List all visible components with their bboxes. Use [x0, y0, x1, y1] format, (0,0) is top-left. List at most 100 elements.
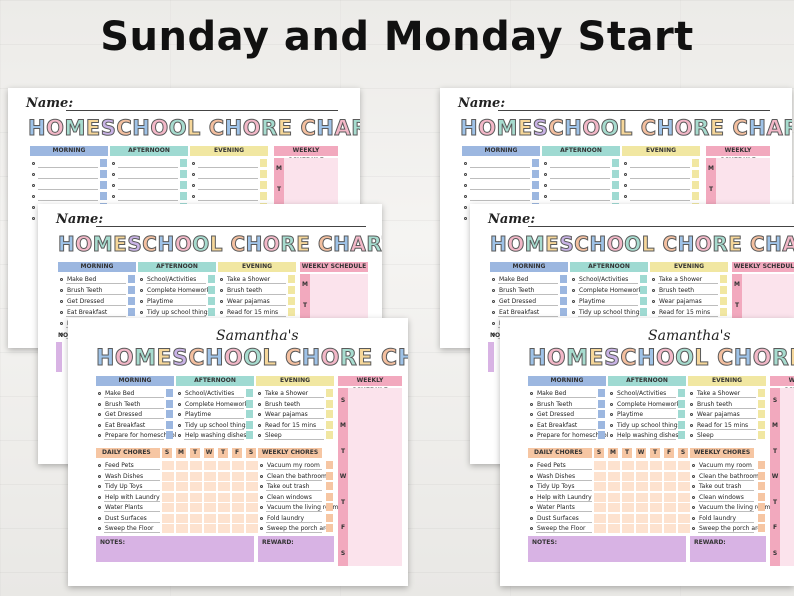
row-underline [66, 305, 126, 306]
chore-grid-cell [636, 513, 648, 523]
bullet-icon [464, 184, 467, 187]
weekly-day-label: T [274, 179, 284, 201]
weekly-chore-item: Clean windows [260, 493, 312, 502]
column-header-evening: EVENING [622, 146, 700, 156]
row-underline [184, 407, 244, 409]
row-underline [184, 428, 244, 430]
row-underline [698, 490, 754, 491]
bullet-icon [530, 423, 533, 427]
row-underline [536, 469, 592, 470]
row-underline [698, 511, 754, 512]
column-header-weekly: WEEKLY SCHEDULE [274, 146, 338, 164]
row-underline [658, 305, 718, 306]
checkbox [532, 170, 539, 178]
bullet-icon [260, 495, 263, 499]
chore-grid-cell [664, 513, 676, 523]
title-letter: R [783, 116, 792, 141]
title-letter: O [320, 346, 340, 372]
weekly-chore-label: Fold laundry [267, 514, 305, 522]
chore-grid-cell [594, 492, 606, 502]
bullet-icon [530, 485, 533, 488]
title-letter: O [675, 346, 695, 372]
chore-grid-cell [594, 524, 606, 533]
checkbox [560, 297, 567, 305]
chore-grid-cell [636, 461, 648, 470]
list-item-label: Tidy up school things [617, 421, 681, 429]
bullet-icon [610, 434, 613, 437]
chore-grid-cell [246, 482, 258, 491]
list-item-label: Tidy up school things [147, 309, 211, 316]
list-item: Read for 15 mins [690, 421, 756, 430]
checkbox [166, 399, 173, 408]
chore-grid-cell [650, 503, 662, 512]
grid-day-label: T [218, 448, 228, 458]
checkbox [166, 389, 173, 397]
checkbox [560, 308, 567, 316]
bullet-icon [624, 195, 627, 198]
page-heading: Sunday and Monday Start [100, 14, 694, 60]
grid-day-label: W [636, 448, 646, 458]
checkbox [326, 461, 333, 469]
chore-grid-cell [650, 471, 662, 481]
bullet-icon [624, 173, 627, 176]
row-underline [658, 294, 718, 295]
row-underline [698, 521, 754, 523]
grid-day-label: T [622, 448, 632, 458]
row-underline [38, 178, 98, 179]
row-underline [616, 439, 676, 440]
weekly-day-label: S [338, 388, 348, 414]
chore-grid-cell [190, 513, 202, 523]
row-underline [118, 200, 178, 201]
chore-grid-cell [176, 482, 188, 491]
list-item [112, 159, 178, 168]
chore-grid-cell [664, 492, 676, 502]
list-item-label: Brush teeth [659, 287, 695, 294]
bullet-icon [260, 464, 263, 467]
chore-grid-cell [232, 482, 244, 491]
weekly-chore-label: Take out trash [699, 483, 742, 490]
row-underline [616, 397, 676, 398]
title-letter: H [316, 116, 335, 141]
daily-chore-item: Dust Surfaces [530, 514, 579, 523]
weekly-chore-label: Vacuum my room [699, 462, 752, 469]
title-letter: E [545, 232, 560, 257]
chore-grid-cell [232, 513, 244, 523]
row-underline [146, 294, 206, 295]
row-underline [104, 521, 160, 523]
row-underline [696, 428, 756, 430]
chore-grid-cell [678, 471, 690, 481]
chore-grid-cell [622, 503, 634, 512]
list-item-label: Read for 15 mins [265, 421, 317, 429]
chore-grid-cell [232, 492, 244, 502]
grid-day-label: T [190, 448, 200, 458]
bullet-icon [610, 413, 613, 416]
bullet-icon [260, 506, 263, 509]
title-letter: S [559, 232, 575, 257]
bullet-icon [530, 402, 533, 406]
weekly-schedule-area [348, 388, 402, 566]
column-header-weekly: WEEKLY SCHEDULE [300, 262, 368, 272]
chore-grid-cell [218, 513, 230, 523]
checkbox [560, 286, 567, 294]
list-item: Take a Shower [690, 389, 756, 398]
row-underline [104, 469, 160, 470]
checkbox [692, 170, 699, 178]
checkbox [326, 524, 333, 532]
row-underline [470, 178, 530, 179]
grid-day-label: S [162, 448, 172, 458]
list-item-label: Playtime [579, 298, 606, 305]
title-letter: C [381, 346, 398, 372]
title-letter: R [366, 232, 382, 257]
personal-name: Samantha's [648, 328, 731, 344]
grid-day-label: S [678, 448, 688, 458]
daily-chore-label: Feed Pets [537, 462, 566, 469]
list-item: Tidy up school things [610, 421, 681, 430]
row-underline [38, 189, 98, 190]
weekly-chore-label: Clean windows [267, 493, 312, 501]
title-letter: O [174, 232, 193, 257]
list-item-label: Make Bed [499, 276, 529, 283]
bullet-icon [178, 423, 181, 427]
checkbox [326, 389, 333, 397]
bullet-icon [464, 195, 467, 198]
bullet-icon [530, 474, 533, 478]
